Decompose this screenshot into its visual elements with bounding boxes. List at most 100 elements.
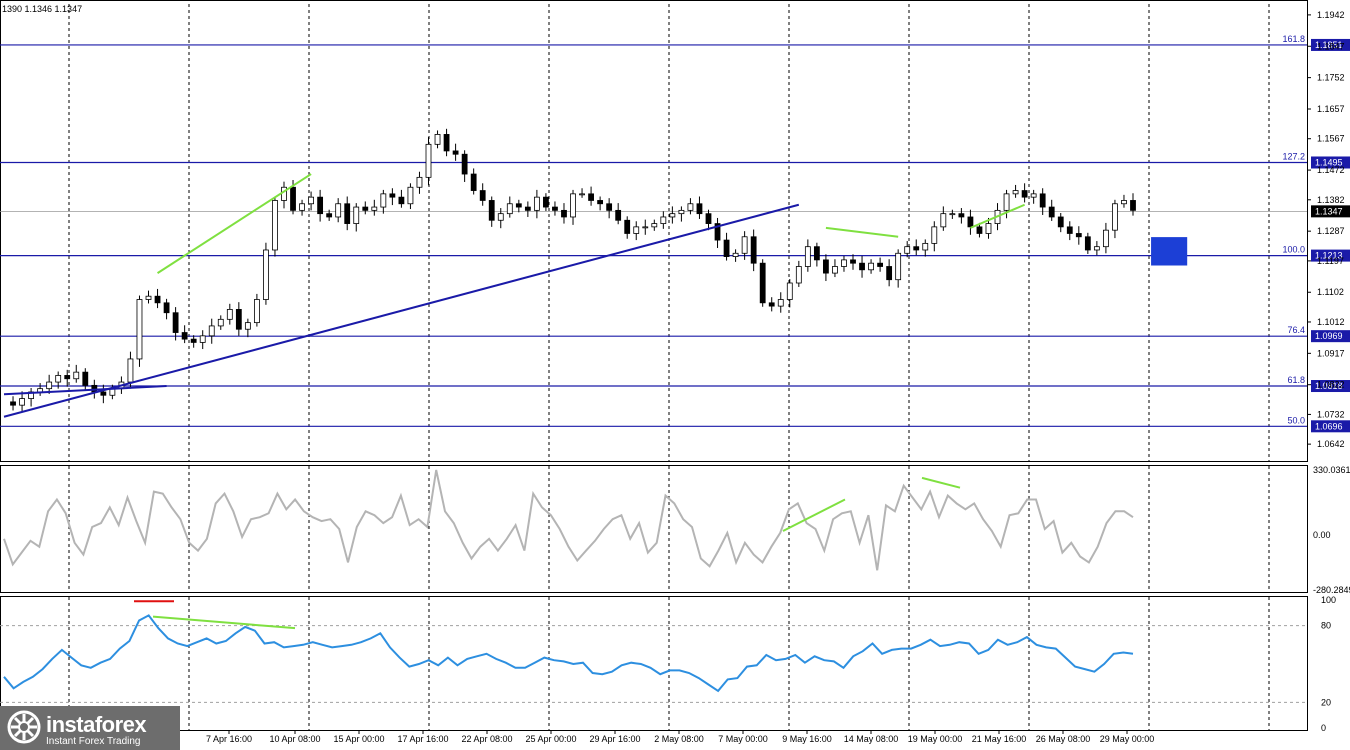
divergence-line xyxy=(970,203,1026,229)
candle-body xyxy=(850,259,856,264)
candle-body xyxy=(154,295,161,304)
rsi-line xyxy=(3,614,1134,693)
candle-body xyxy=(1048,206,1055,218)
y-tick-label: 1.1197 xyxy=(1317,256,1344,266)
candle-body xyxy=(1121,200,1127,205)
candle-body xyxy=(163,302,170,314)
candle-body xyxy=(642,226,649,229)
x-tick-label: 15 Apr 00:00 xyxy=(333,734,384,744)
current-price-tag xyxy=(1311,205,1350,218)
candle-body xyxy=(570,193,576,218)
x-tick-label: 7 May 00:00 xyxy=(718,734,768,744)
candle-body xyxy=(660,216,667,224)
y-tick-label: 1.0642 xyxy=(1317,439,1345,449)
candle-body xyxy=(46,381,53,390)
candle-body xyxy=(759,262,766,304)
candle-body xyxy=(868,262,874,271)
candle-body xyxy=(452,150,459,155)
highlight-zone xyxy=(1151,237,1188,266)
fib-ratio-label: 100.0 xyxy=(1282,245,1305,255)
rsi-panel-frame xyxy=(0,596,1308,731)
y-tick-label: 1.1287 xyxy=(1317,226,1345,236)
cci-panel-frame xyxy=(0,465,1308,593)
y-tick-label: 1.1942 xyxy=(1317,10,1345,20)
candle-body xyxy=(199,335,206,343)
fib-price-label: 1.1495 xyxy=(1315,157,1343,167)
fib-price-tag xyxy=(1311,420,1350,433)
cci-divergence-line xyxy=(782,498,846,532)
candle-body xyxy=(1084,236,1091,251)
candle-body xyxy=(55,375,62,383)
candle-body xyxy=(127,358,134,383)
candle-body xyxy=(506,203,513,215)
candle-body xyxy=(1103,229,1109,248)
candle-body xyxy=(434,134,441,145)
candle-body xyxy=(714,223,721,241)
candle-body xyxy=(705,213,712,224)
x-tick-label: 14 May 08:00 xyxy=(844,734,899,744)
candle-body xyxy=(985,223,992,234)
fib-ratio-label: 127.2 xyxy=(1282,151,1305,161)
candle-body xyxy=(1093,246,1100,251)
candle-body xyxy=(1030,193,1037,198)
candle-body xyxy=(353,206,360,224)
fib-price-label: 1.1213 xyxy=(1315,251,1343,261)
candle-body xyxy=(317,196,324,215)
fib-ratio-label: 76.4 xyxy=(1287,325,1305,335)
cci-divergence-line xyxy=(921,476,961,489)
instaforex-logo: instaforex Instant Forex Trading xyxy=(0,706,180,750)
x-tick-label: 29 Apr 16:00 xyxy=(589,734,640,744)
candle-body xyxy=(768,302,775,307)
y-tick-label: 1.0732 xyxy=(1317,409,1345,419)
x-tick-label: 26 May 08:00 xyxy=(1036,734,1091,744)
x-tick-label: 7 Apr 16:00 xyxy=(206,734,252,744)
fib-price-tag xyxy=(1311,380,1350,393)
candle-body xyxy=(461,153,468,175)
cci-y-label: -280.2849 xyxy=(1313,585,1350,595)
candle-body xyxy=(1075,233,1082,238)
candle-body xyxy=(651,223,658,228)
candle-body xyxy=(615,209,622,221)
candle-body xyxy=(813,246,820,261)
candle-body xyxy=(335,203,342,218)
candle-body xyxy=(181,332,188,340)
cci-y-label: 0.00 xyxy=(1313,530,1331,540)
fib-price-tag xyxy=(1311,249,1350,262)
y-tick-label: 1.1012 xyxy=(1317,317,1345,327)
candle-body xyxy=(904,246,911,254)
candle-body xyxy=(443,134,450,152)
candle-body xyxy=(235,309,242,330)
candle-body xyxy=(217,318,224,327)
candle-body xyxy=(371,206,378,211)
candle-body xyxy=(1112,203,1118,231)
y-tick-label: 1.1472 xyxy=(1317,165,1345,175)
candle-body xyxy=(362,206,369,211)
candle-body xyxy=(823,259,829,274)
rsi-y-label: 20 xyxy=(1321,697,1331,707)
candle-body xyxy=(389,193,396,198)
x-tick-label: 22 Apr 08:00 xyxy=(461,734,512,744)
y-tick-label: 1.1567 xyxy=(1317,134,1345,144)
x-tick-label: 10 Apr 08:00 xyxy=(269,734,320,744)
candle-body xyxy=(859,262,865,271)
candle-body xyxy=(949,213,956,216)
x-tick-label: 2 May 08:00 xyxy=(654,734,704,744)
candle-body xyxy=(895,252,902,281)
x-tick-label: 29 May 00:00 xyxy=(1100,734,1155,744)
candle-body xyxy=(552,206,558,211)
candle-body xyxy=(470,173,477,191)
candle-body xyxy=(750,236,757,264)
candle-body xyxy=(19,398,25,406)
candle-body xyxy=(967,216,974,228)
fib-ratio-label: 61.8 xyxy=(1287,375,1305,385)
candle-body xyxy=(1039,193,1046,208)
trend-line xyxy=(3,203,800,418)
rsi-divergence-line xyxy=(152,615,296,630)
x-tick-label: 19 May 00:00 xyxy=(908,734,963,744)
candle-body xyxy=(741,236,748,254)
candle-body xyxy=(82,371,89,386)
y-tick-label: 1.0917 xyxy=(1317,348,1345,358)
candle-body xyxy=(272,200,278,251)
candle-body xyxy=(244,322,251,330)
y-tick-label: 1.1382 xyxy=(1317,195,1345,205)
